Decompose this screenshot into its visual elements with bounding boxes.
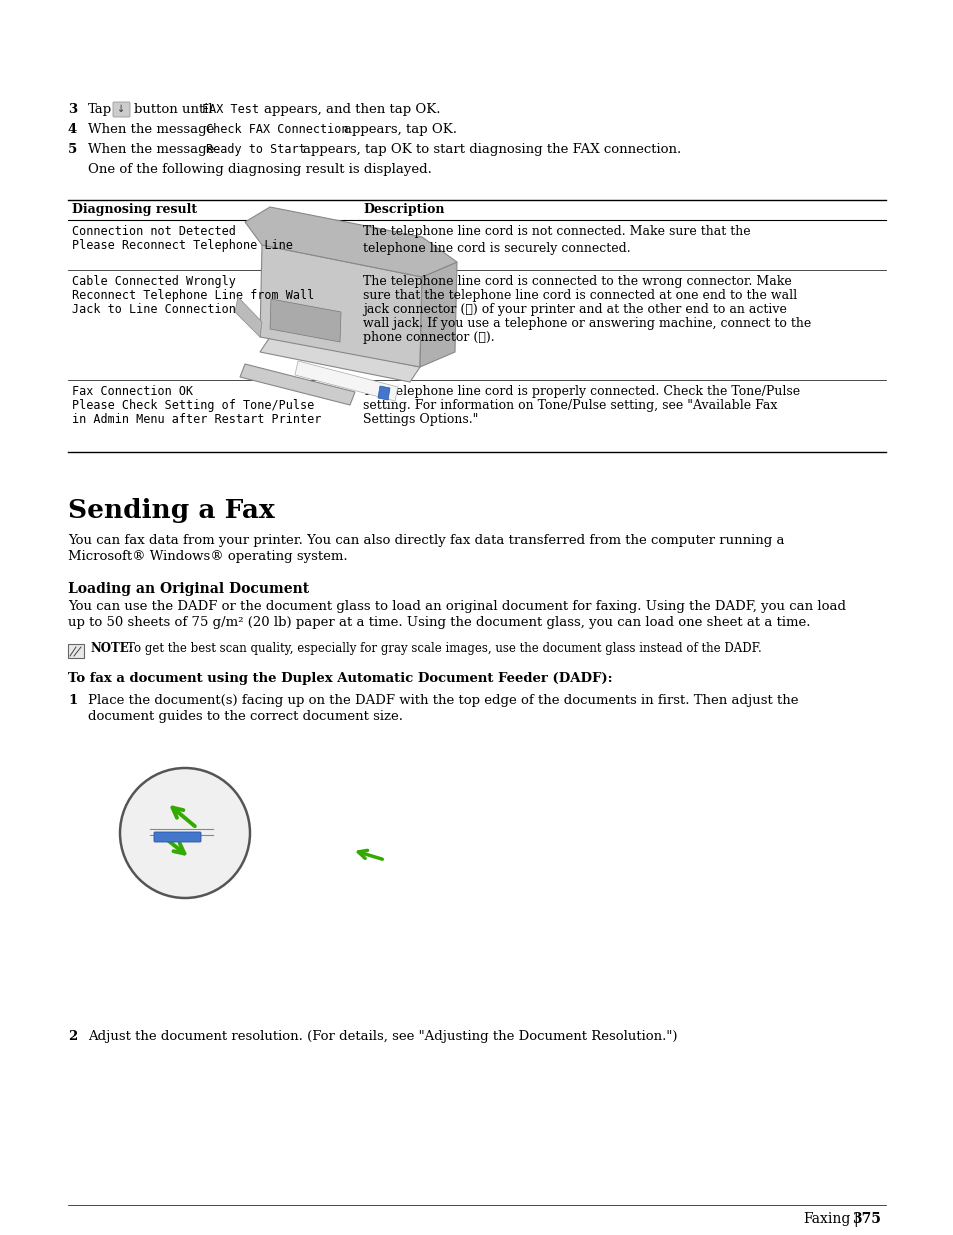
Text: When the message: When the message [88, 143, 214, 156]
Text: Please Check Setting of Tone/Pulse: Please Check Setting of Tone/Pulse [71, 399, 314, 412]
Text: Microsoft® Windows® operating system.: Microsoft® Windows® operating system. [68, 550, 347, 563]
Text: Sending a Fax: Sending a Fax [68, 498, 274, 522]
Polygon shape [260, 337, 419, 382]
Text: Settings Options.": Settings Options." [363, 412, 477, 426]
Text: up to 50 sheets of 75 g/m² (20 lb) paper at a time. Using the document glass, yo: up to 50 sheets of 75 g/m² (20 lb) paper… [68, 616, 810, 629]
Text: The telephone line cord is properly connected. Check the Tone/Pulse: The telephone line cord is properly conn… [363, 385, 800, 398]
Polygon shape [270, 299, 340, 342]
Text: One of the following diagnosing result is displayed.: One of the following diagnosing result i… [88, 163, 432, 177]
Text: 1: 1 [68, 694, 77, 706]
Text: jack connector (Ⓜ) of your printer and at the other end to an active: jack connector (Ⓜ) of your printer and a… [363, 303, 786, 316]
Text: Tap: Tap [88, 103, 112, 116]
Text: 3: 3 [68, 103, 77, 116]
Text: FAX Test: FAX Test [202, 103, 258, 116]
Text: ↓: ↓ [117, 104, 126, 114]
Text: Description: Description [363, 203, 444, 216]
Text: You can use the DADF or the document glass to load an original document for faxi: You can use the DADF or the document gla… [68, 600, 845, 613]
Text: phone connector (☏).: phone connector (☏). [363, 331, 494, 345]
Text: Jack to Line Connection: Jack to Line Connection [71, 303, 235, 316]
Text: appears, tap OK.: appears, tap OK. [344, 124, 456, 136]
Text: Please Reconnect Telephone Line: Please Reconnect Telephone Line [71, 240, 293, 252]
Text: Diagnosing result: Diagnosing result [71, 203, 197, 216]
Text: You can fax data from your printer. You can also directly fax data transferred f: You can fax data from your printer. You … [68, 534, 783, 547]
Polygon shape [245, 207, 456, 277]
Text: document guides to the correct document size.: document guides to the correct document … [88, 710, 402, 722]
Text: button until: button until [133, 103, 213, 116]
FancyBboxPatch shape [153, 832, 201, 842]
Text: 2: 2 [68, 1030, 77, 1044]
Text: The telephone line cord is not connected. Make sure that the
telephone line cord: The telephone line cord is not connected… [363, 225, 750, 254]
Text: Connection not Detected: Connection not Detected [71, 225, 235, 238]
Text: Faxing: Faxing [802, 1212, 850, 1226]
Text: appears, tap OK to start diagnosing the FAX connection.: appears, tap OK to start diagnosing the … [303, 143, 680, 156]
Text: in Admin Menu after Restart Printer: in Admin Menu after Restart Printer [71, 412, 321, 426]
Text: Fax Connection OK: Fax Connection OK [71, 385, 193, 398]
Text: To fax a document using the Duplex Automatic Document Feeder (DADF):: To fax a document using the Duplex Autom… [68, 672, 612, 685]
Text: Cable Connected Wrongly: Cable Connected Wrongly [71, 275, 235, 288]
Text: |: | [853, 1212, 857, 1228]
FancyBboxPatch shape [112, 103, 130, 117]
Polygon shape [294, 361, 397, 401]
Text: The telephone line cord is connected to the wrong connector. Make: The telephone line cord is connected to … [363, 275, 791, 288]
Text: Place the document(s) facing up on the DADF with the top edge of the documents i: Place the document(s) facing up on the D… [88, 694, 798, 706]
Text: To get the best scan quality, especially for gray scale images, use the document: To get the best scan quality, especially… [127, 642, 760, 655]
Text: 4: 4 [68, 124, 77, 136]
Text: appears, and then tap OK.: appears, and then tap OK. [264, 103, 440, 116]
FancyBboxPatch shape [68, 643, 84, 658]
Text: sure that the telephone line cord is connected at one end to the wall: sure that the telephone line cord is con… [363, 289, 797, 303]
Polygon shape [234, 296, 262, 337]
Polygon shape [240, 364, 355, 405]
Polygon shape [377, 387, 390, 400]
Text: Check FAX Connection: Check FAX Connection [206, 124, 348, 136]
Polygon shape [260, 245, 421, 367]
Polygon shape [419, 262, 456, 367]
Text: When the message: When the message [88, 124, 214, 136]
Text: wall jack. If you use a telephone or answering machine, connect to the: wall jack. If you use a telephone or ans… [363, 317, 810, 330]
Text: 5: 5 [68, 143, 77, 156]
Text: Reconnect Telephone Line from Wall: Reconnect Telephone Line from Wall [71, 289, 314, 303]
Text: Adjust the document resolution. (For details, see "Adjusting the Document Resolu: Adjust the document resolution. (For det… [88, 1030, 677, 1044]
Circle shape [120, 768, 250, 898]
Text: NOTE:: NOTE: [90, 642, 133, 655]
Text: Loading an Original Document: Loading an Original Document [68, 582, 309, 597]
Text: Ready to Start: Ready to Start [206, 143, 305, 156]
Text: setting. For information on Tone/Pulse setting, see "Available Fax: setting. For information on Tone/Pulse s… [363, 399, 777, 412]
Text: 375: 375 [851, 1212, 880, 1226]
